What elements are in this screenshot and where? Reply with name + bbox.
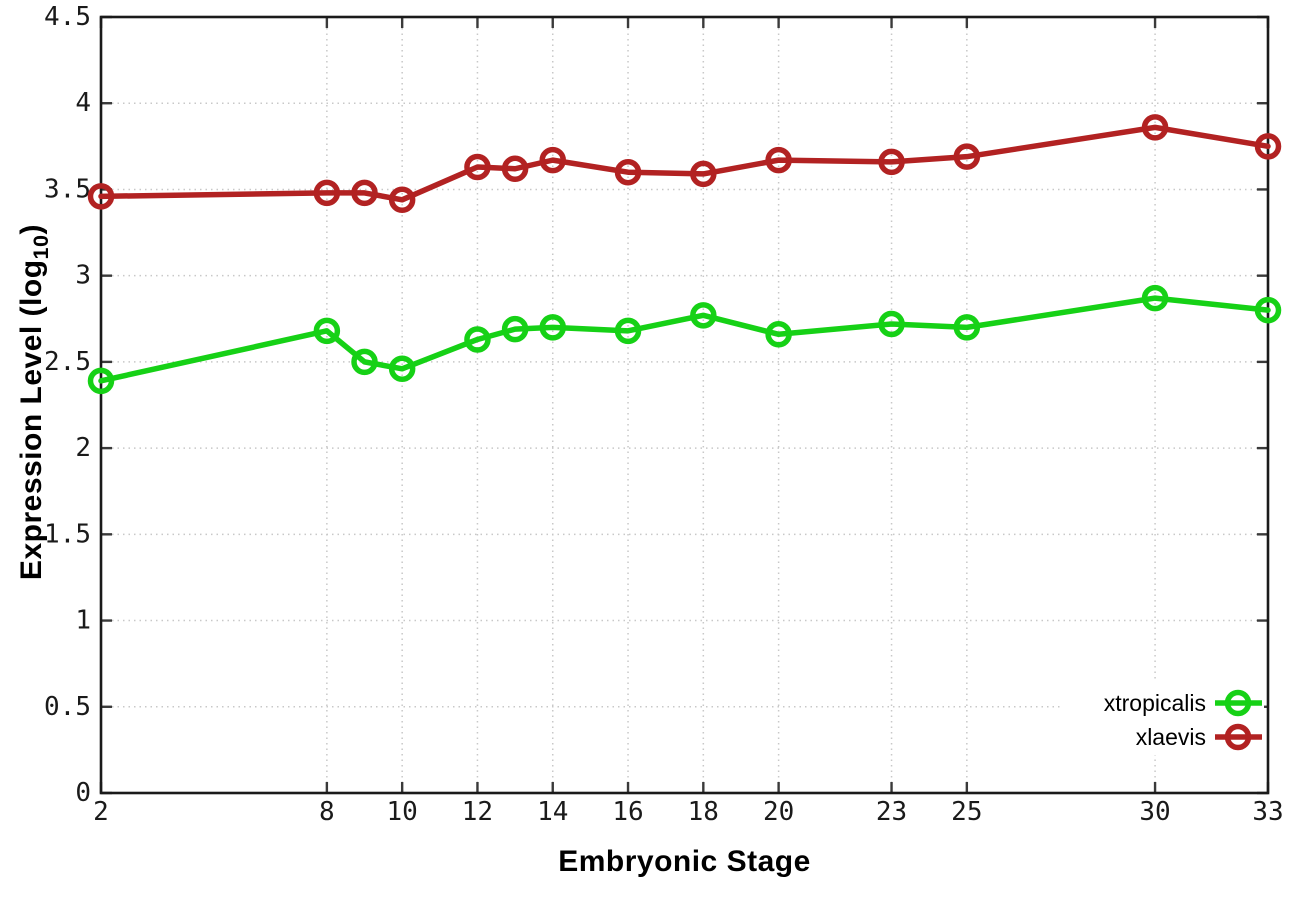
x-tick-label: 23 [876, 797, 907, 827]
y-tick-label: 1.5 [44, 519, 91, 549]
series-xlaevis [87, 114, 1282, 214]
y-tick-label: 2.5 [44, 347, 91, 377]
y-tick-label: 4.5 [44, 2, 91, 32]
x-tick-label: 8 [319, 797, 335, 827]
legend-sample-marker [1224, 689, 1252, 717]
data-point-xtropicalis [1254, 296, 1282, 324]
data-point-xlaevis [765, 146, 792, 174]
y-axis-title: Expression Level (log10) [15, 223, 53, 581]
data-point-xtropicalis [351, 348, 378, 376]
y-tick-label: 1 [75, 606, 91, 636]
y-axis-title-suffix: ) [15, 223, 48, 235]
data-point-xlaevis [501, 155, 529, 183]
data-point-xtropicalis [765, 321, 792, 348]
legend-item-xtropicalis: xtropicalis [1104, 689, 1262, 717]
series-xtropicalis [87, 284, 1282, 395]
data-point-xlaevis [614, 158, 642, 186]
data-point-xtropicalis [690, 302, 717, 329]
x-tick-label: 10 [387, 797, 418, 827]
x-axis-title: Embryonic Stage [558, 845, 811, 878]
data-point-xlaevis [388, 186, 416, 214]
data-point-xlaevis [464, 153, 491, 181]
legend-sample-marker [1224, 723, 1252, 751]
y-tick-label: 2 [75, 433, 91, 463]
x-tick-label: 14 [537, 797, 568, 827]
data-point-xtropicalis [539, 314, 566, 341]
y-tick-label: 0 [75, 778, 91, 808]
data-point-xtropicalis [313, 317, 341, 345]
y-axis-title-text: Expression Level (log [15, 259, 48, 581]
y-axis-title-subscript: 10 [28, 234, 53, 260]
y-tick-label: 4 [75, 88, 91, 118]
legend: xtropicalis xlaevis [1062, 681, 1264, 755]
data-point-xlaevis [690, 160, 717, 188]
data-point-xtropicalis [878, 310, 905, 338]
legend-label: xlaevis [1136, 724, 1206, 750]
gridlines [101, 17, 1268, 793]
data-point-xlaevis [1254, 133, 1282, 160]
x-tick-label: 18 [688, 797, 719, 827]
data-point-xlaevis [87, 183, 115, 210]
x-tick-label: 25 [951, 797, 982, 827]
data-point-xlaevis [351, 179, 378, 207]
data-point-xtropicalis [87, 367, 115, 395]
series-line-xtropicalis [98, 295, 1271, 384]
data-point-xlaevis [953, 143, 981, 170]
x-tick-label: 30 [1139, 797, 1170, 827]
x-tick-label: 16 [612, 797, 643, 827]
y-tick-label: 3.5 [44, 174, 91, 204]
y-tick-label: 0.5 [44, 692, 91, 722]
data-point-xlaevis [539, 146, 566, 174]
data-point-xtropicalis [501, 315, 529, 343]
data-point-xtropicalis [464, 326, 491, 353]
data-point-xtropicalis [614, 317, 642, 345]
data-point-xtropicalis [388, 355, 416, 383]
x-tick-label: 33 [1252, 797, 1283, 827]
y-tick-label: 3 [75, 261, 91, 291]
legend-label: xtropicalis [1104, 690, 1206, 716]
data-point-xtropicalis [953, 314, 981, 341]
x-tick-label: 12 [462, 797, 493, 827]
tick-labels: 0 0.5 1 1.5 2 2.5 3 3.5 4 4.5 2 8 10 12 14 16 18 20 23 25 30… [44, 2, 1284, 827]
data-point-xlaevis [878, 148, 905, 176]
data-point-xlaevis [313, 179, 341, 207]
data-point-xlaevis [1141, 114, 1169, 141]
plot-border [99, 15, 1270, 795]
x-tick-label: 2 [93, 797, 109, 827]
data-point-xtropicalis [1141, 284, 1169, 312]
x-tick-label: 20 [763, 797, 794, 827]
legend-item-xlaevis: xlaevis [1136, 723, 1262, 751]
tick-marks [99, 15, 1270, 795]
